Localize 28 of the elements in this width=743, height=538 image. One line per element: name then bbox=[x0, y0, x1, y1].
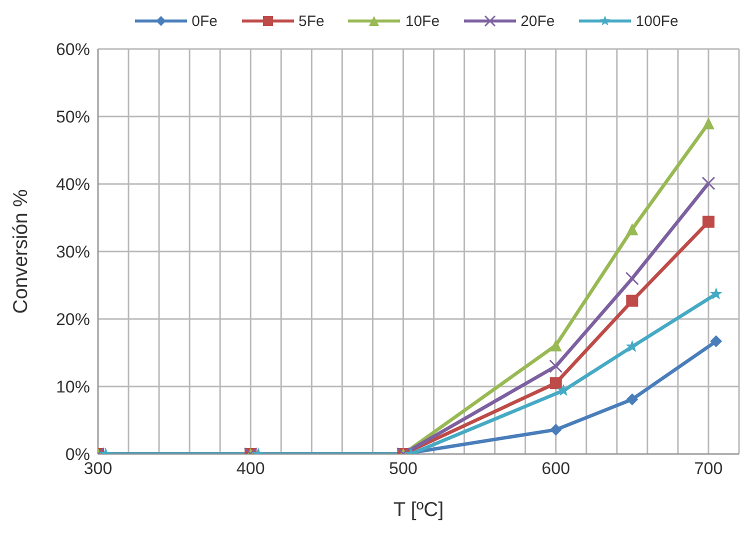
legend-label: 100Fe bbox=[636, 12, 678, 30]
point bbox=[625, 272, 639, 286]
x-tick-label: 700 bbox=[694, 459, 723, 478]
y-tick-label: 10% bbox=[56, 378, 90, 397]
legend-label: 10Fe bbox=[405, 12, 440, 30]
point bbox=[626, 223, 638, 236]
x-tick-label: 400 bbox=[236, 459, 265, 478]
x-tick-label: 300 bbox=[84, 459, 112, 478]
y-tick-label: 30% bbox=[56, 242, 90, 262]
legend-label: 20Fe bbox=[520, 12, 555, 30]
y-tick-label: 60% bbox=[56, 40, 90, 60]
point bbox=[557, 384, 570, 396]
x-axis-title: T [ºC] bbox=[393, 499, 444, 521]
point bbox=[626, 294, 638, 307]
point bbox=[710, 287, 722, 300]
legend-label: 5Fe bbox=[298, 12, 324, 30]
point bbox=[550, 339, 562, 352]
legend-label: 0Fe bbox=[192, 12, 218, 30]
point bbox=[702, 176, 716, 190]
x-tick-label: 600 bbox=[542, 459, 570, 478]
point bbox=[702, 216, 714, 228]
y-tick-label: 20% bbox=[56, 310, 90, 330]
point bbox=[626, 340, 638, 352]
y-axis-title: Conversión % bbox=[10, 189, 32, 314]
y-tick-label: 50% bbox=[56, 108, 90, 127]
point bbox=[710, 335, 722, 348]
x-tick-label: 500 bbox=[389, 459, 418, 478]
y-tick-label: 40% bbox=[56, 175, 90, 194]
